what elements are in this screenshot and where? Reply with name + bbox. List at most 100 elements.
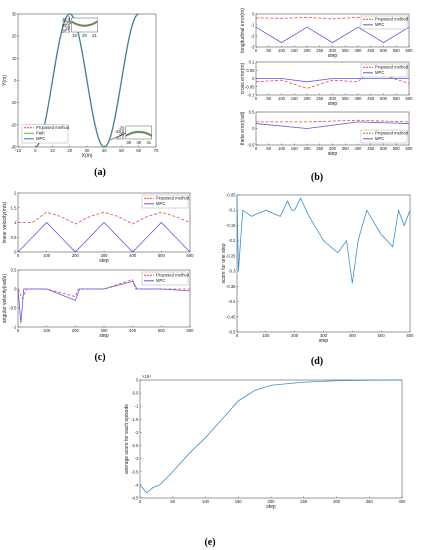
chart-b1-ytick-label: -3	[251, 45, 255, 50]
chart-a-ytick-label: -30	[10, 145, 17, 150]
chart-a-ytick-label: -10	[10, 100, 17, 105]
chart-a-ytick-label: 30	[12, 12, 17, 17]
chart-c1-xtick-label: 0	[17, 253, 20, 258]
chart-b1-xtick-label: 150	[291, 48, 299, 53]
chart-e-xtick-label: 0	[139, 499, 142, 504]
chart-c2-ytick-label: 0	[14, 287, 17, 292]
chart-c2-xtick-label: 600	[187, 328, 195, 333]
chart-b1-xtick-label: 300	[329, 48, 337, 53]
chart-b3-ytick-label: 0.5	[249, 110, 255, 115]
chart-b2-xtick-label: 500	[380, 96, 388, 101]
chart-b2-xtick-label: 0	[255, 96, 258, 101]
chart-c2-xtick-label: 300	[101, 328, 109, 333]
inset-bottom-arrow	[110, 132, 126, 141]
chart-a-ytick-label: -20	[10, 122, 17, 127]
chart-e-series-line	[139, 379, 403, 494]
chart-b2-series-line	[256, 78, 409, 83]
chart-a-xlabel: X(m)	[82, 153, 93, 159]
chart-b3-ytick-label: -0.5	[247, 143, 255, 148]
chart-b3-xlabel: step	[328, 151, 338, 157]
chart-b2-xtick-label: 450	[367, 96, 375, 101]
chart-c2-ylabel: angular velocity(rad/s)	[2, 274, 8, 324]
inset-bottom-xtick-label: 41	[146, 140, 151, 145]
chart-b3-xtick-label: 600	[406, 146, 414, 151]
chart-c2-xtick-label: 100	[43, 328, 51, 333]
chart-b1-xtick-label: 350	[342, 48, 350, 53]
chart-b3-xtick-label: 50	[266, 146, 271, 151]
chart-c2-xtick-label: 0	[17, 328, 20, 333]
chart-b3-series-line	[255, 121, 410, 129]
chart-c2-xlabel: step	[99, 333, 109, 339]
inset-bottom-proposed-line	[125, 131, 153, 137]
chart-c2-series-line	[17, 280, 191, 324]
chart-a-xtick-label: 10	[50, 148, 55, 153]
chart-b2-xtick-label: 200	[304, 96, 312, 101]
chart-a-ytick-label: 0	[14, 78, 17, 83]
chart-b3-legend-label: Proposed method	[375, 131, 409, 136]
chart-b2-xtick-label: 100	[278, 96, 286, 101]
chart-b3-xtick-label: 500	[380, 146, 388, 151]
inset-top-ytick-label: 29	[65, 26, 70, 31]
chart-c2-xtick-label: 200	[72, 328, 80, 333]
chart-b1-xlabel: step	[328, 53, 338, 59]
chart-a-xtick-label: 70	[154, 148, 159, 153]
chart-c1-ytick-label: 0	[14, 250, 17, 255]
chart-a-xtick-label: 0	[34, 148, 37, 153]
chart-b2-xtick-label: 400	[355, 96, 363, 101]
chart-b3-xtick-label: 300	[329, 146, 337, 151]
chart-b1-xtick-label: 600	[406, 48, 414, 53]
chart-b2-legend-label: MPC	[375, 70, 384, 75]
chart-b1-xtick-label: 250	[316, 48, 324, 53]
chart-b1-xtick-label: 0	[255, 48, 258, 53]
chart-b1-ylabel: longitudinal error(m)	[240, 8, 246, 53]
chart-d-xtick-label: 300	[320, 333, 328, 338]
chart-c1-xtick-label: 200	[72, 253, 80, 258]
chart-c2-legend-label: Proposed method	[156, 273, 190, 278]
chart-d-ytick-label: -0.45	[226, 314, 236, 319]
chart-c2-ytick-label: 0.5	[11, 268, 17, 273]
chart-c2-ytick-label: -1	[13, 325, 17, 330]
chart-d-ytick-label: -0.05	[226, 193, 236, 198]
chart-d-caption: (d)	[311, 356, 323, 367]
inset-top-arrow	[68, 15, 71, 25]
inset-bottom-xtick-label: 40	[136, 140, 141, 145]
chart-c2-xtick-label: 400	[129, 328, 137, 333]
chart-e-caption: (e)	[204, 537, 215, 548]
chart-c1-xtick-label: 100	[43, 253, 51, 258]
chart-a-xtick-label: 50	[119, 148, 124, 153]
chart-e-xtick-label: 300	[333, 499, 341, 504]
chart-b2-ytick-label: 0.05	[246, 68, 255, 73]
chart-d-xtick-label: 100	[262, 333, 270, 338]
chart-e-ytick-label: -4.5	[131, 496, 139, 501]
chart-c2-xtick-label: 500	[158, 328, 166, 333]
chart-b3-legend-label: MPC	[375, 136, 384, 141]
chart-e-ytick-label: 0	[136, 378, 139, 383]
chart-b2-ytick-label: -0.05	[245, 84, 255, 89]
chart-e-xtick-label: 50	[170, 499, 175, 504]
chart-b2-ylabel: cross error(m)	[240, 62, 246, 94]
inset-top-ytick-label: 30	[65, 20, 70, 25]
chart-a-xtick-label: 20	[67, 148, 72, 153]
chart-b3-xtick-label: 100	[278, 146, 286, 151]
chart-d-ytick-label: -0.3	[228, 269, 236, 274]
chart-c1-ytick-label: 1	[14, 220, 17, 225]
chart-a-ytick-label: 10	[12, 56, 17, 61]
chart-e-xtick-label: 400	[399, 499, 407, 504]
chart-c1-ytick-label: 2	[14, 191, 17, 196]
chart-b2-xtick-label: 600	[406, 96, 414, 101]
chart-b1-legend-label: Proposed method	[375, 17, 409, 22]
chart-b2-ytick-label: 0.1	[249, 60, 255, 65]
chart-c1-xtick-label: 500	[158, 253, 166, 258]
chart-d-ylabel: score for one step	[221, 243, 227, 283]
chart-c1-ytick-label: 1.5	[11, 205, 17, 210]
chart-b1-legend-label: MPC	[375, 22, 384, 27]
chart-b2-legend-label: Proposed method	[375, 65, 409, 70]
chart-b3-xtick-label: 150	[291, 146, 299, 151]
chart-a-legend-label: Path	[36, 131, 45, 136]
chart-c1-xtick-label: 600	[187, 253, 195, 258]
chart-b2-xtick-label: 550	[393, 96, 401, 101]
inset-bottom-ytick-label: -29.5	[115, 129, 125, 134]
chart-b2-xlabel: step	[328, 101, 338, 107]
chart-b2-ytick-label: -0.1	[247, 93, 255, 98]
chart-b1-ytick-label: 0	[252, 12, 255, 17]
